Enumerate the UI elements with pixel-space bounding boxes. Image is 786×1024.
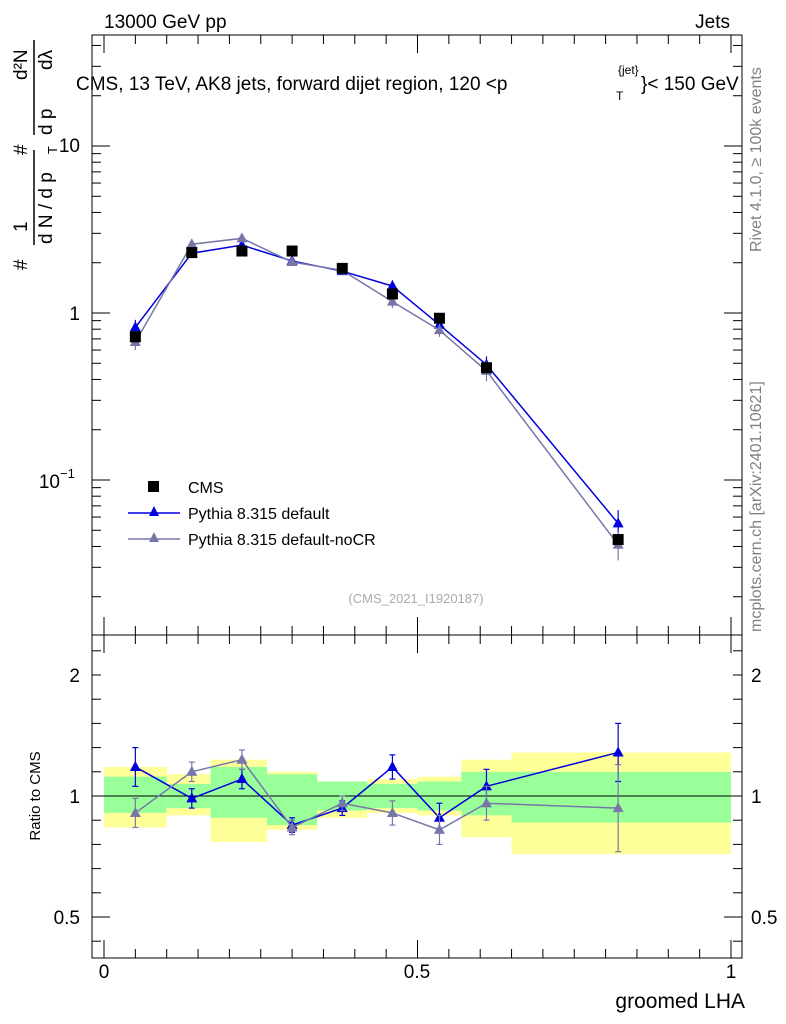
analysis-watermark: (CMS_2021_I1920187)	[348, 591, 483, 606]
ylabel-hash2: #	[11, 144, 32, 155]
ytick-0.1: 10	[39, 472, 60, 493]
series-point-2	[286, 256, 298, 267]
ratio-point-1	[186, 792, 198, 803]
xtick-0: 0	[99, 962, 110, 983]
ratio-point-2	[129, 806, 141, 817]
legend-p2-label: Pythia 8.315 default-noCR	[188, 532, 376, 549]
cms-data-point	[480, 362, 492, 374]
title-main: CMS, 13 TeV, AK8 jets, forward dijet reg…	[76, 74, 507, 95]
legend-cms-label: CMS	[188, 480, 224, 497]
ytick-1: 1	[69, 304, 80, 325]
cms-data-point	[129, 331, 141, 343]
cms-data-point	[336, 262, 348, 274]
lower-frame	[91, 634, 743, 959]
ratio-point-2	[236, 753, 248, 764]
ratio-point-1	[612, 746, 624, 757]
ytick-10: 10	[59, 136, 80, 157]
ylabel-dN: d N / d p	[36, 172, 57, 244]
ratio-point-2	[336, 797, 348, 808]
cms-data-point	[433, 312, 445, 324]
ylabel-dpT: d p	[36, 109, 57, 135]
rivet-label: Rivet 4.1.0, ≥ 100k events	[748, 67, 765, 252]
ylabel-hash1: #	[11, 259, 32, 270]
ratio-point-2	[286, 821, 298, 832]
header-right: Jets	[695, 12, 730, 33]
title-end: }< 150 GeV	[641, 74, 739, 95]
xtick-1: 1	[726, 962, 737, 983]
ratio-tick-1-right: 1	[751, 787, 762, 808]
header-left: 13000 GeV pp	[104, 12, 227, 33]
cms-data-point	[612, 534, 624, 546]
ylabel-T: T	[45, 146, 60, 154]
xtick-0.5: 0.5	[404, 962, 430, 983]
ratio-point-2	[480, 797, 492, 808]
ratio-point-1	[129, 760, 141, 771]
band-inner	[511, 771, 731, 823]
ylabel-d2N: d²N	[11, 49, 32, 80]
band-inner	[210, 766, 268, 818]
series-point-1	[129, 321, 141, 332]
series-line-2	[134, 237, 619, 546]
title-sup: {jet}	[618, 63, 639, 77]
legend-p1-label: Pythia 8.315 default	[188, 506, 330, 523]
series-point-1	[433, 318, 445, 329]
band-inner	[267, 774, 318, 826]
legend-p1-marker	[149, 506, 159, 516]
series-point-2	[433, 324, 445, 335]
ratio-point-2	[433, 823, 445, 834]
cms-data-point	[286, 245, 298, 257]
ylabel-dlambda: dλ	[36, 49, 57, 70]
ytick-0.1-exp: −1	[60, 466, 75, 481]
ratio-tick-0.5-right: 0.5	[751, 908, 777, 929]
legend: CMS Pythia 8.315 default Pythia 8.315 de…	[128, 480, 376, 549]
series-point-2	[236, 232, 248, 243]
y-axis-title: # 1 d N / d p T # d²N d p dλ	[11, 40, 60, 270]
ratio-tick-2-right: 2	[751, 666, 762, 687]
plot-title: CMS, 13 TeV, AK8 jets, forward dijet reg…	[76, 63, 739, 103]
ratio-axis-label: Ratio to CMS	[27, 751, 44, 840]
ratio-point-1	[236, 773, 248, 784]
lower-panel: 2 1 0.5 2 1 0.5 Ratio to CMS	[27, 634, 777, 959]
ratio-tick-0.5: 0.5	[54, 908, 80, 929]
series-point-2	[386, 295, 398, 306]
ratio-point-2	[386, 806, 398, 817]
cms-data-point	[186, 247, 198, 259]
upper-panel: 10 1 10 −1	[39, 34, 743, 636]
x-axis-label: groomed LHA	[615, 990, 745, 1013]
legend-cms-marker	[148, 481, 159, 492]
legend-p2-marker	[149, 532, 159, 542]
ratio-point-2	[612, 802, 624, 813]
title-sub: T	[616, 89, 624, 103]
ratio-point-2	[186, 765, 198, 776]
ratio-tick-2: 2	[69, 666, 80, 687]
ratio-tick-1: 1	[69, 787, 80, 808]
series-point-1	[386, 280, 398, 291]
series-point-1	[612, 517, 624, 528]
mcplots-label: mcplots.cern.ch [arXiv:2401.10621]	[748, 381, 765, 632]
cms-data-point	[236, 245, 248, 257]
series-point-2	[186, 238, 198, 249]
cms-data-point	[386, 288, 398, 300]
ylabel-one: 1	[11, 221, 32, 232]
ratio-point-1	[386, 760, 398, 771]
ratio-point-1	[480, 780, 492, 791]
